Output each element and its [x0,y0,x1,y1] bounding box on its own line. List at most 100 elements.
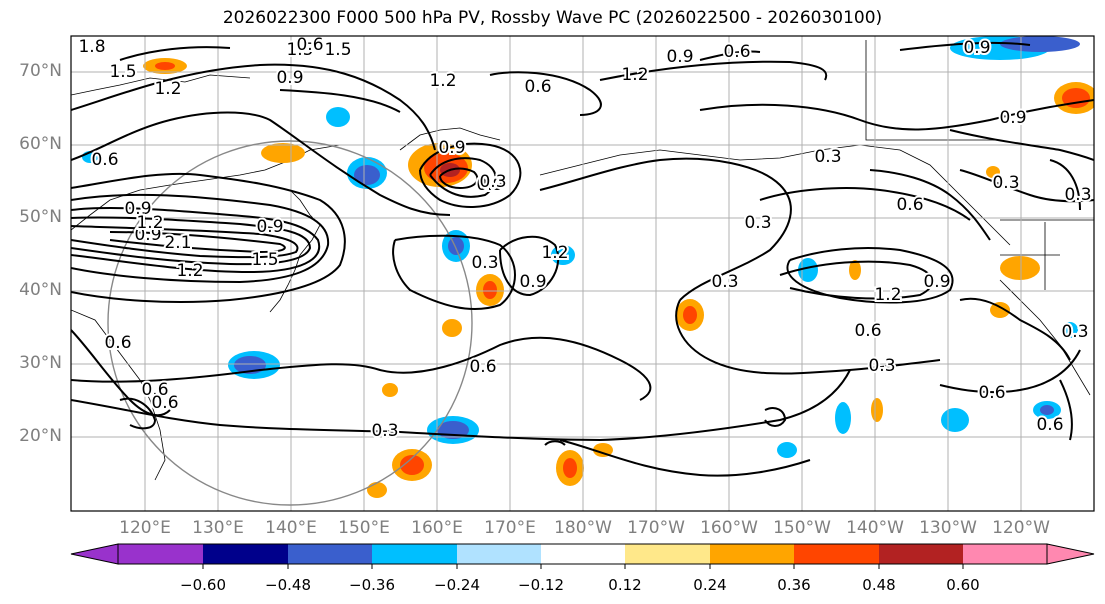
lon-label: 140°E [265,518,317,538]
anomaly-negative [326,107,350,127]
contour-label: 0.9 [276,68,303,88]
contour-label: 0.3 [868,356,895,376]
contour-label: 0.6 [524,77,551,97]
colorbar-bin [879,544,963,564]
contour-label: 1.2 [176,261,203,281]
anomaly-positive [483,281,497,299]
lon-label: 140°W [846,518,904,538]
colorbar-bin [963,544,1047,564]
contour-label: 0.3 [471,253,498,273]
contour-label: 0.9 [438,138,465,158]
anomaly-positive [400,455,424,475]
colorbar-bin [118,544,203,564]
contour-label: 0.6 [978,383,1005,403]
lat-label: 70°N [19,61,62,81]
contour-label: 0.6 [141,380,168,400]
colorbar-frame [117,543,1048,565]
contour-label: 0.3 [814,147,841,167]
contour-label: 0.3 [711,272,738,292]
colorbar-under-triangle [70,543,119,565]
anomaly-positive [593,443,613,457]
contour-label: 1.2 [541,243,568,263]
colorbar-bin [203,544,288,564]
lon-label: 130°E [192,518,244,538]
anomaly-negative [1062,322,1078,338]
lon-label: 160°E [411,518,463,538]
contour-label: 0.9 [476,175,503,195]
contour-label: 0.3 [479,172,506,192]
colorbar-bin [794,544,879,564]
contour-label: 1.5 [286,40,313,60]
anomaly-negative [798,258,818,282]
contour-label: 0.9 [256,217,283,237]
contour-label: 1.2 [874,285,901,305]
contour-label: 1.5 [324,40,351,60]
contour-label: 0.3 [371,421,398,441]
anomaly-negative [354,165,380,185]
colorbar-tick-label: −0.60 [180,576,226,594]
contour-label: 0.9 [963,38,990,58]
contour-label: 0.9 [666,47,693,67]
contour-label: 1.2 [136,213,163,233]
contour-label: 0.6 [104,333,131,353]
lat-label: 60°N [19,134,62,154]
contour-label: 0.6 [896,195,923,215]
contour-label: 1.2 [429,71,456,91]
anomaly-positive [871,398,883,422]
lon-label: 150°W [773,518,831,538]
contour-label: 0.6 [151,393,178,413]
lon-label: 130°W [919,518,977,538]
contour-label: 0.9 [124,199,151,219]
anomaly-negative [941,408,969,432]
contour-label: 1.8 [78,37,105,57]
lon-label: 120°W [992,518,1050,538]
anomaly-positive [155,62,175,70]
colorbar-bin [457,544,541,564]
contour-label: 0.9 [999,108,1026,128]
anomaly-negative [777,442,797,458]
pv-contours [71,41,1094,477]
contour-label: 1.2 [154,79,181,99]
colorbar-tick-label: −0.24 [434,576,480,594]
lat-label: 50°N [19,207,62,227]
contour-label: 0.3 [744,213,771,233]
colorbar-over-triangle [1046,543,1095,565]
contour-label: 1.5 [251,250,278,270]
anomaly-negative [448,237,464,255]
lon-label: 180°W [554,518,612,538]
contour-label: 0.6 [854,321,881,341]
contour-label: 0.6 [1036,415,1063,435]
reference-circle [107,140,473,506]
colorbar-tick-label: −0.48 [265,576,311,594]
colorbar-bin [710,544,794,564]
lon-label: 160°W [700,518,758,538]
contour-label: 0.6 [296,35,323,55]
anomaly-positive [683,306,697,324]
contour-label: 0.9 [134,225,161,245]
contour-labels: 1.8 1.5 1.5 1.2 0.9 0.6 0.9 1.2 0.6 0.9 … [76,35,1093,443]
anomaly-positive [367,482,387,498]
lat-label: 40°N [19,280,62,300]
colorbar-tick-label: −0.36 [349,576,395,594]
contour-label: 0.6 [723,42,750,62]
colorbar-tick-label: 0.12 [608,576,642,594]
anomaly-negative [835,402,851,434]
contour-label: 0.9 [519,272,546,292]
colorbar-bin [625,544,710,564]
colorbar-tick-label: 0.60 [946,576,980,594]
contour-label: 0.9 [923,272,950,292]
contour-label: 1.5 [109,62,136,82]
contour-label: 1.2 [621,65,648,85]
anomaly-negative [1000,36,1080,52]
lon-label: 170°E [484,518,536,538]
lat-label: 30°N [19,353,62,373]
colorbar-tick-label: 0.48 [862,576,896,594]
colorbar [70,543,1095,569]
contour-label: 0.6 [469,357,496,377]
map-title: 2026022300 F000 500 hPa PV, Rossby Wave … [222,8,883,28]
anomaly-positive [1000,256,1040,280]
contour-label: 0.3 [992,173,1019,193]
anomaly-negative [1040,405,1054,415]
gridlines [71,36,1094,511]
anomaly-positive [382,383,398,397]
